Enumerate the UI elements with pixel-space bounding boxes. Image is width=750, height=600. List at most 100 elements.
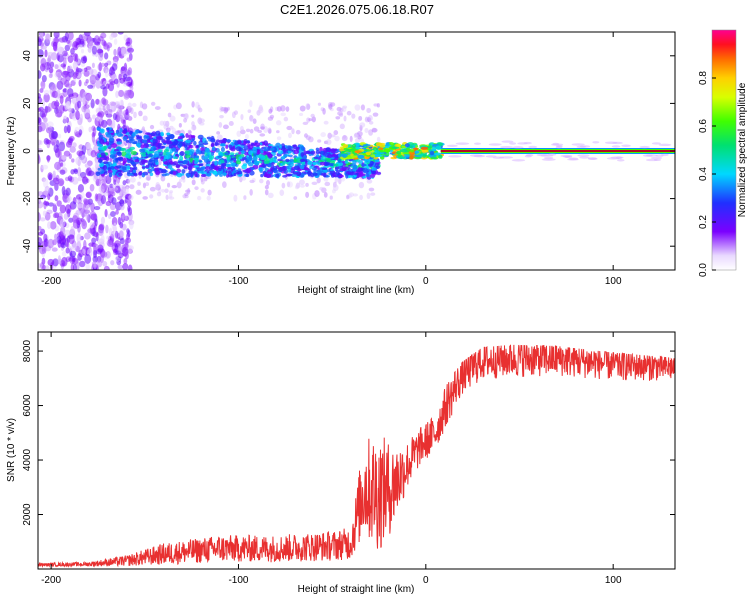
heat-cell (368, 187, 375, 192)
heat-cell (354, 104, 361, 111)
heat-cell (89, 183, 95, 192)
heat-cell (365, 151, 372, 156)
heat-cell (97, 63, 103, 71)
heat-cell (263, 160, 270, 164)
heat-cell (101, 184, 108, 190)
heat-cell (352, 168, 357, 172)
heat-cell (205, 147, 210, 152)
heat-cell (370, 170, 376, 175)
heat-cell (247, 162, 254, 167)
heat-cell (43, 200, 50, 206)
heat-cell (296, 171, 302, 176)
heat-cell (488, 143, 502, 146)
heat-cell (222, 181, 227, 189)
heat-cell (50, 130, 58, 140)
heat-cell (121, 147, 127, 151)
heat-cell (105, 133, 112, 138)
heat-cell (125, 90, 133, 97)
heat-cell (567, 158, 579, 161)
heat-cell (260, 159, 265, 166)
heat-cell (38, 116, 42, 126)
heat-cell (311, 181, 318, 186)
x-tick-label: -100 (228, 575, 248, 586)
heat-cell (536, 153, 549, 157)
heat-cell (446, 144, 458, 148)
heat-cell (47, 51, 54, 57)
heat-cell (87, 36, 94, 47)
heat-cell (110, 211, 116, 218)
heat-cell (280, 105, 286, 112)
heat-cell (43, 89, 50, 96)
heat-cell (455, 142, 470, 145)
heat-cell (299, 105, 306, 112)
heat-cell (376, 136, 381, 143)
heat-cell (358, 115, 363, 121)
heat-cell (211, 151, 215, 156)
heat-cell (281, 182, 286, 189)
heat-cell (59, 169, 66, 175)
heat-cell (342, 105, 348, 109)
heat-cell (122, 119, 126, 127)
heat-cell (119, 221, 124, 229)
heat-cell (299, 112, 304, 117)
heat-cell (555, 146, 563, 149)
heat-cell (216, 139, 220, 143)
snr-panel: -200 -100 0 100 2000 4000 6000 8000 Height of … (6, 331, 676, 595)
heat-cell (118, 89, 125, 98)
heat-cell (186, 147, 190, 151)
heat-cell (57, 133, 62, 139)
heat-cell (38, 148, 43, 153)
heat-cell (552, 142, 560, 146)
heat-cell (107, 186, 115, 195)
heat-cell (199, 118, 205, 123)
heat-cell (123, 258, 128, 265)
heat-cell (287, 145, 293, 151)
heat-cell (253, 126, 260, 132)
heat-cell (340, 153, 348, 158)
heat-cell (111, 143, 118, 149)
heat-cell (248, 150, 253, 156)
heat-cell (206, 195, 211, 201)
heat-cell (124, 251, 129, 260)
heat-cell (42, 116, 48, 123)
heat-cell (112, 173, 118, 183)
heat-cell (38, 154, 41, 164)
heat-cell (286, 125, 293, 131)
heat-cell (334, 135, 340, 142)
heat-cell (104, 209, 108, 218)
heat-cell (109, 157, 113, 163)
heat-cell (249, 100, 253, 108)
heat-cell (105, 224, 109, 234)
heat-cell (102, 175, 109, 181)
heat-cell (97, 116, 102, 122)
heat-cell (178, 178, 183, 183)
heat-cell (203, 158, 210, 163)
heat-cell (268, 143, 273, 147)
heat-cell (53, 144, 60, 154)
heat-cell (193, 140, 197, 146)
heat-cell (119, 230, 124, 239)
heat-cell (611, 145, 621, 148)
heat-cell (194, 155, 200, 159)
heat-cell (104, 156, 108, 161)
heat-cell (179, 156, 184, 161)
heat-cell (364, 149, 373, 152)
heat-cell (128, 194, 134, 201)
heat-cell (313, 172, 318, 176)
heat-cell (293, 196, 298, 200)
heat-cell (351, 113, 356, 119)
y-tick-label: 6000 (22, 394, 33, 417)
heat-cell (75, 199, 82, 204)
heat-cell (220, 146, 225, 153)
heat-cell (153, 168, 160, 172)
snr-y-label: SNR (10 * v/v) (6, 418, 17, 482)
heat-cell (571, 143, 585, 146)
heat-cell (354, 150, 362, 154)
heat-cell (92, 114, 96, 120)
heat-cell (80, 191, 85, 202)
heat-cell (111, 119, 116, 129)
heat-cell (560, 154, 573, 158)
heat-cell (264, 189, 269, 196)
heat-cell (279, 189, 285, 196)
heat-cell (332, 184, 339, 192)
